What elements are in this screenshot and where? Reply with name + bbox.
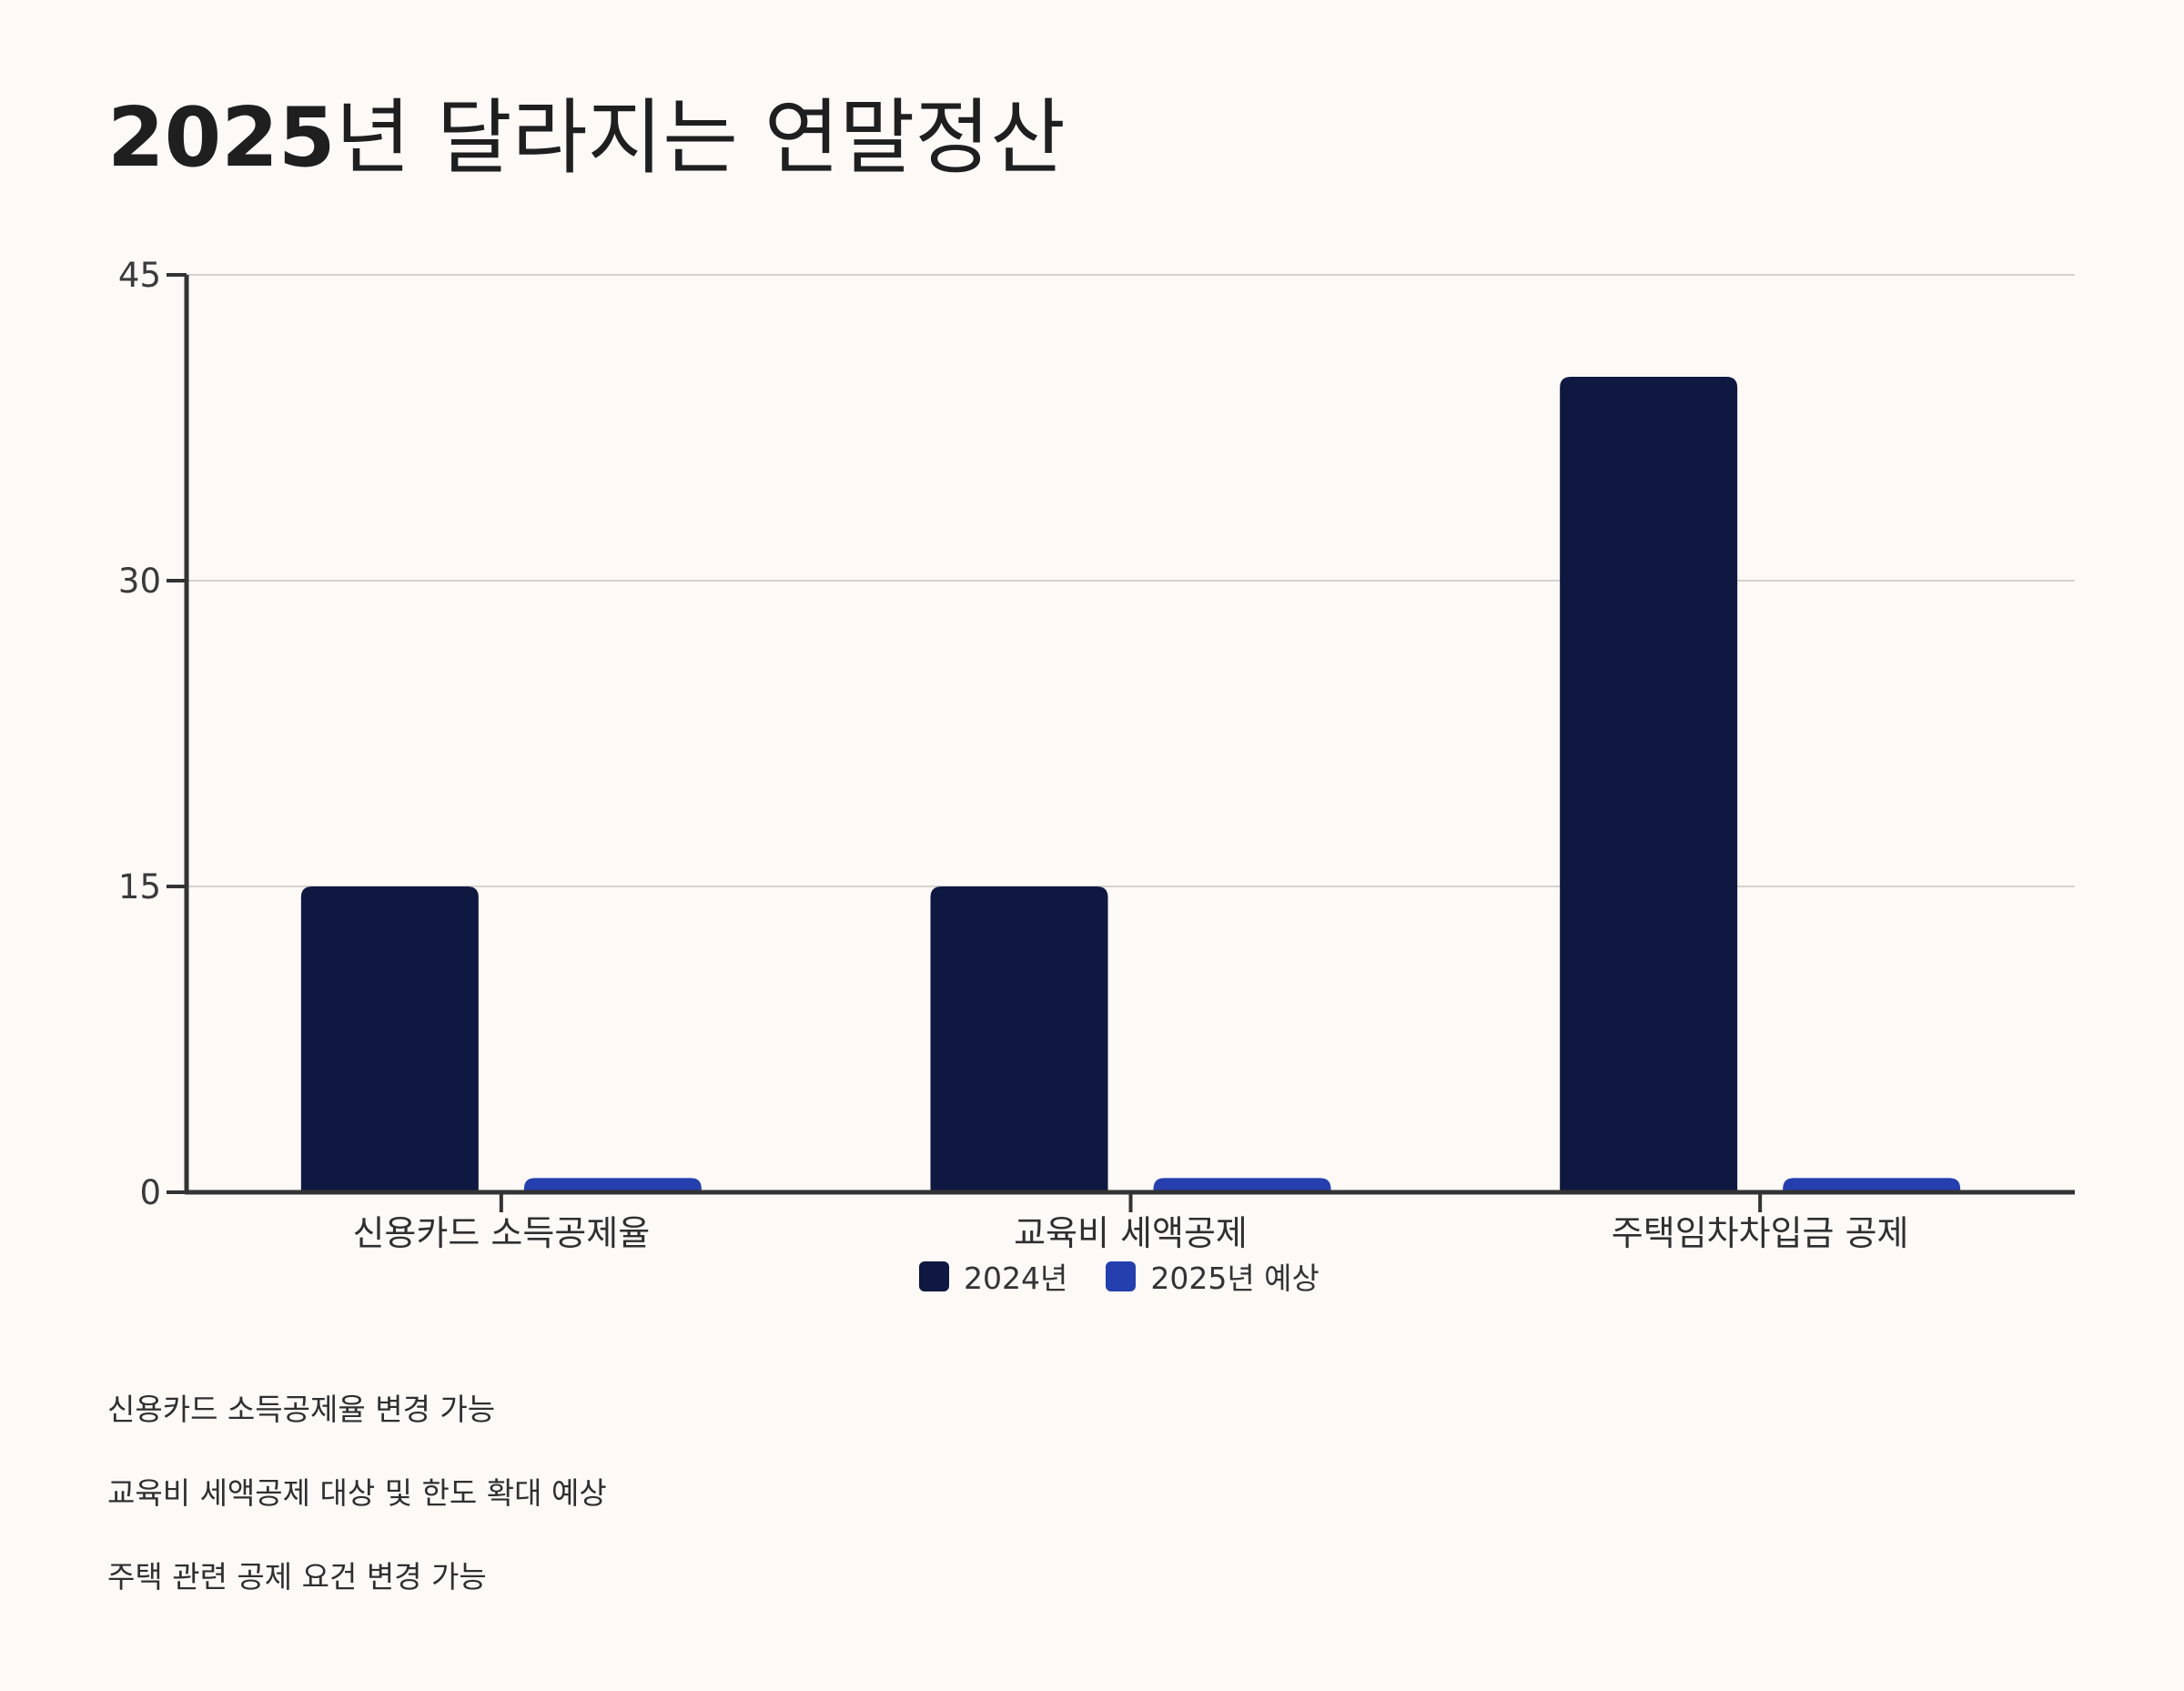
title-year: 2025: [107, 90, 336, 186]
legend-item-2025: 2025년 예상: [1106, 1254, 1320, 1298]
note-item: 교육비 세액공제 대상 및 한도 확대 예상: [107, 1475, 607, 1511]
bar: [1153, 1178, 1331, 1192]
legend-label-2024: 2024년: [964, 1261, 1068, 1296]
bar: [523, 1178, 702, 1192]
notes-list: 신용카드 소득공제율 변경 가능 교육비 세액공제 대상 및 한도 확대 예상 …: [107, 1387, 607, 1638]
legend-swatch-2024: [919, 1261, 949, 1291]
y-tick-label: 0: [139, 1173, 161, 1212]
bar: [930, 886, 1108, 1192]
x-tick-label: 교육비 세액공제: [1014, 1213, 1248, 1253]
title-text: 년 달라지는 연말정산: [335, 90, 1066, 186]
chart-legend: 2024년 2025년 예상: [919, 1254, 1320, 1298]
page-title: 2025년 달라지는 연말정산: [107, 84, 1066, 193]
legend-label-2025: 2025년 예상: [1150, 1261, 1320, 1296]
note-item: 신용카드 소득공제율 변경 가능: [107, 1392, 496, 1427]
bar: [1560, 377, 1738, 1192]
bar: [300, 886, 479, 1192]
y-tick-label: 15: [118, 867, 161, 906]
x-tick-label: 주택임차차입금 공제: [1612, 1213, 1909, 1253]
x-tick-label: 신용카드 소득공제율: [352, 1213, 650, 1253]
note-item: 주택 관련 공제 요건 변경 가능: [107, 1559, 487, 1595]
y-tick-label: 45: [118, 256, 161, 295]
bar: [1783, 1178, 1961, 1192]
y-tick-label: 30: [118, 562, 161, 601]
legend-swatch-2025: [1106, 1261, 1137, 1291]
legend-item-2024: 2024년: [919, 1254, 1067, 1298]
